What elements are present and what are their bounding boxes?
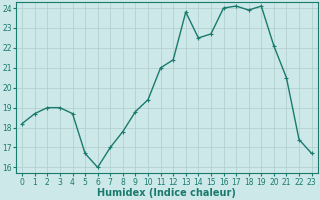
X-axis label: Humidex (Indice chaleur): Humidex (Indice chaleur) [98,188,236,198]
